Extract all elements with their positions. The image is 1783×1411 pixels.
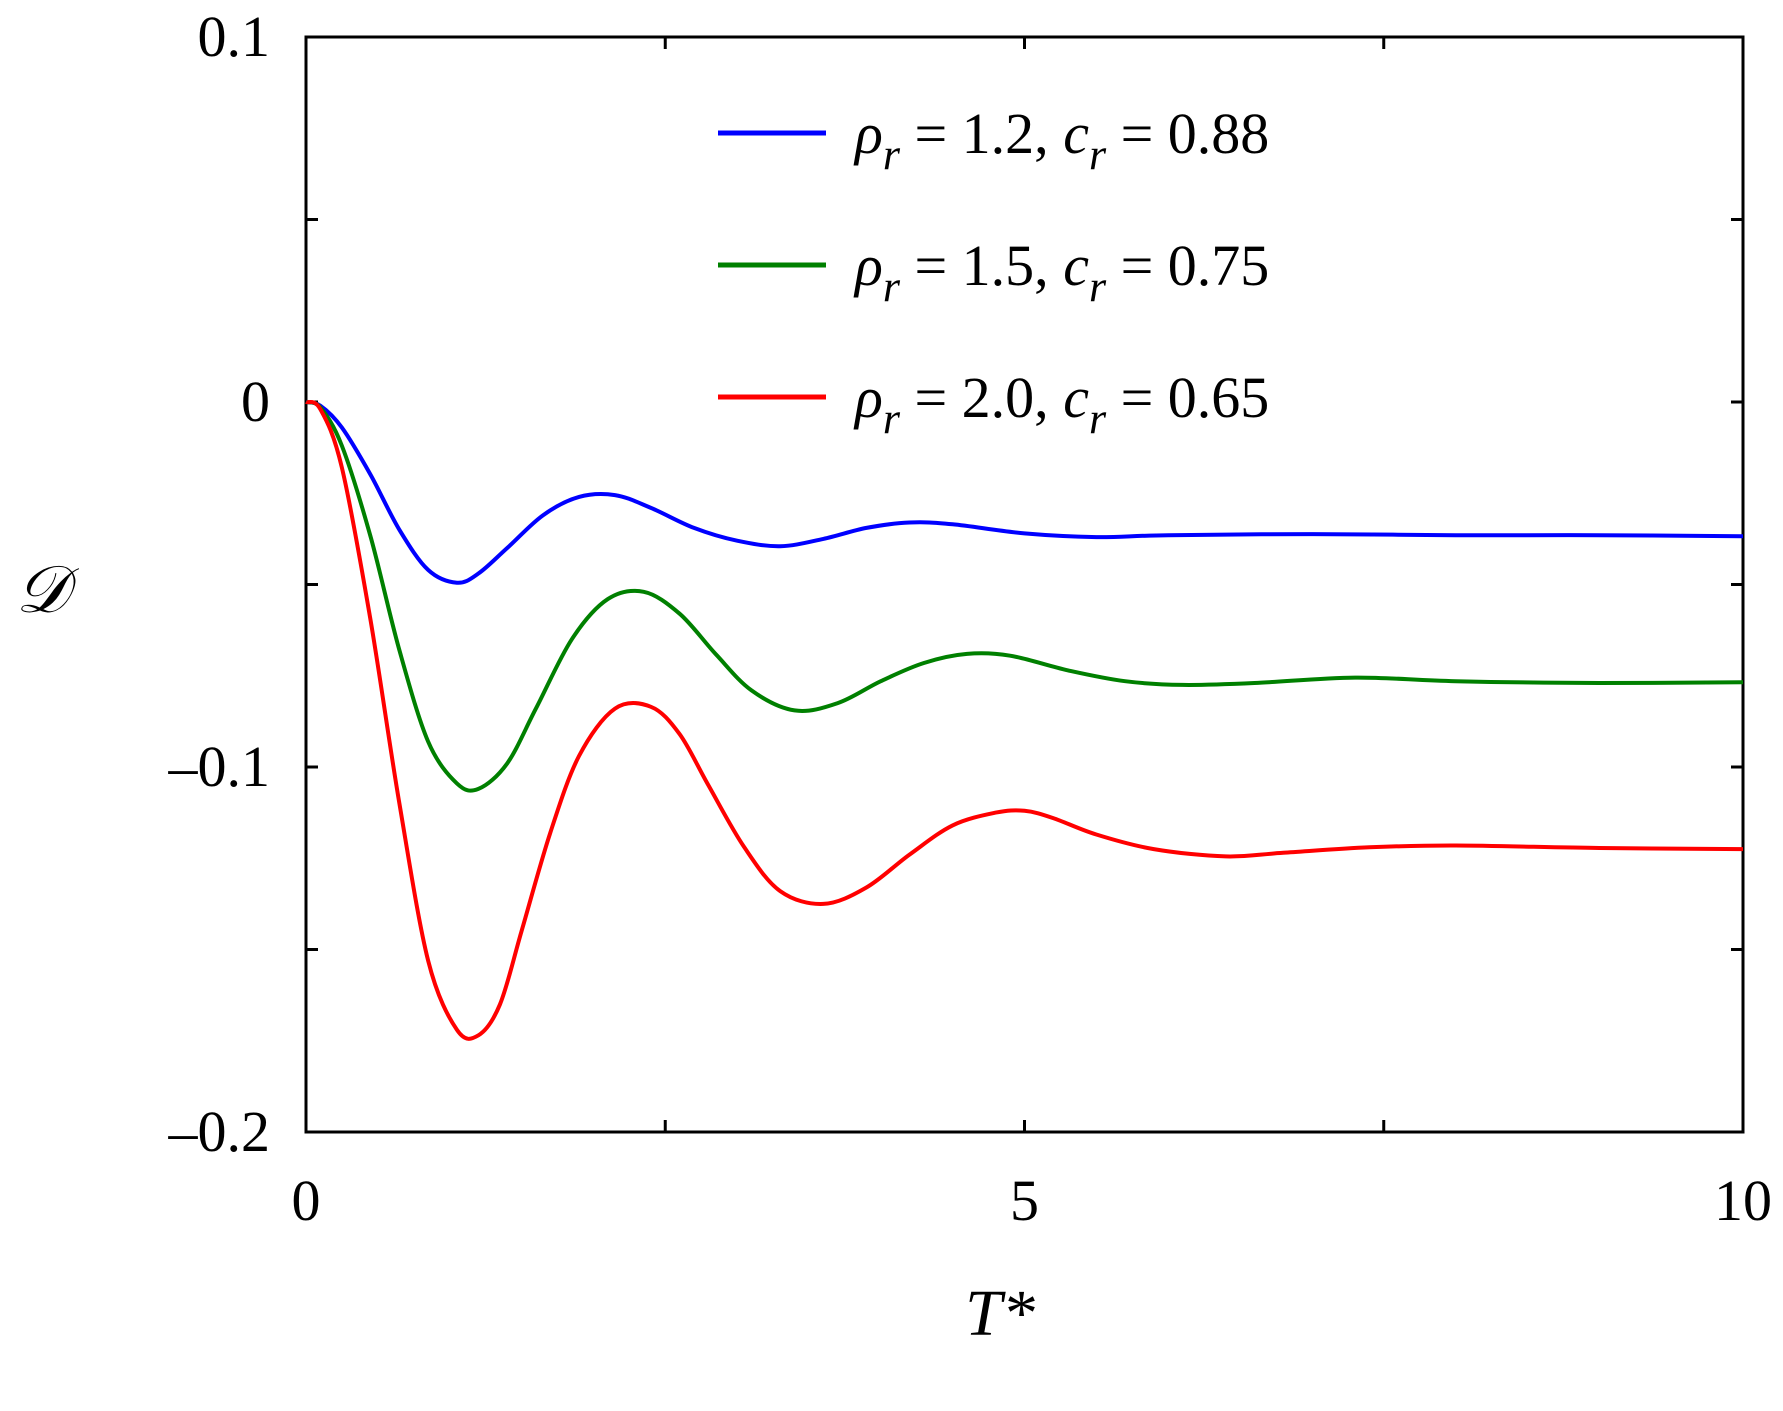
x-tick-label: 10 <box>1714 1168 1772 1233</box>
legend-label: ρr = 1.2, cr = 0.88 <box>853 101 1269 179</box>
legend-label: ρr = 1.5, cr = 0.75 <box>853 233 1269 311</box>
y-tick-label: 0.1 <box>198 4 271 69</box>
series-rho-1-5 <box>305 400 1744 793</box>
y-tick-label: 0 <box>241 369 270 434</box>
y-axis-title: 𝒟 <box>16 554 80 627</box>
y-tick-label: –0.1 <box>168 734 271 799</box>
legend-label: ρr = 2.0, cr = 0.65 <box>853 365 1269 443</box>
y-tick-label: –0.2 <box>168 1099 271 1164</box>
y-ticks <box>306 35 1743 1134</box>
legend: ρr = 1.2, cr = 0.88 ρr = 1.5, cr = 0.75 ρr… <box>718 101 1269 443</box>
x-ticks <box>304 37 1745 1132</box>
x-tick-label: 0 <box>292 1168 321 1233</box>
x-axis-title: T* <box>965 1277 1035 1350</box>
series-rho-2-0 <box>305 399 1744 1041</box>
series-rho-1-2 <box>305 400 1744 585</box>
series-lines <box>305 399 1744 1041</box>
x-tick-label: 5 <box>1010 1168 1039 1233</box>
x-tick-labels: 0 5 10 <box>292 1168 1773 1233</box>
plot-frame <box>304 35 1745 1134</box>
y-tick-labels: 0.1 0 –0.1 –0.2 <box>168 4 271 1164</box>
